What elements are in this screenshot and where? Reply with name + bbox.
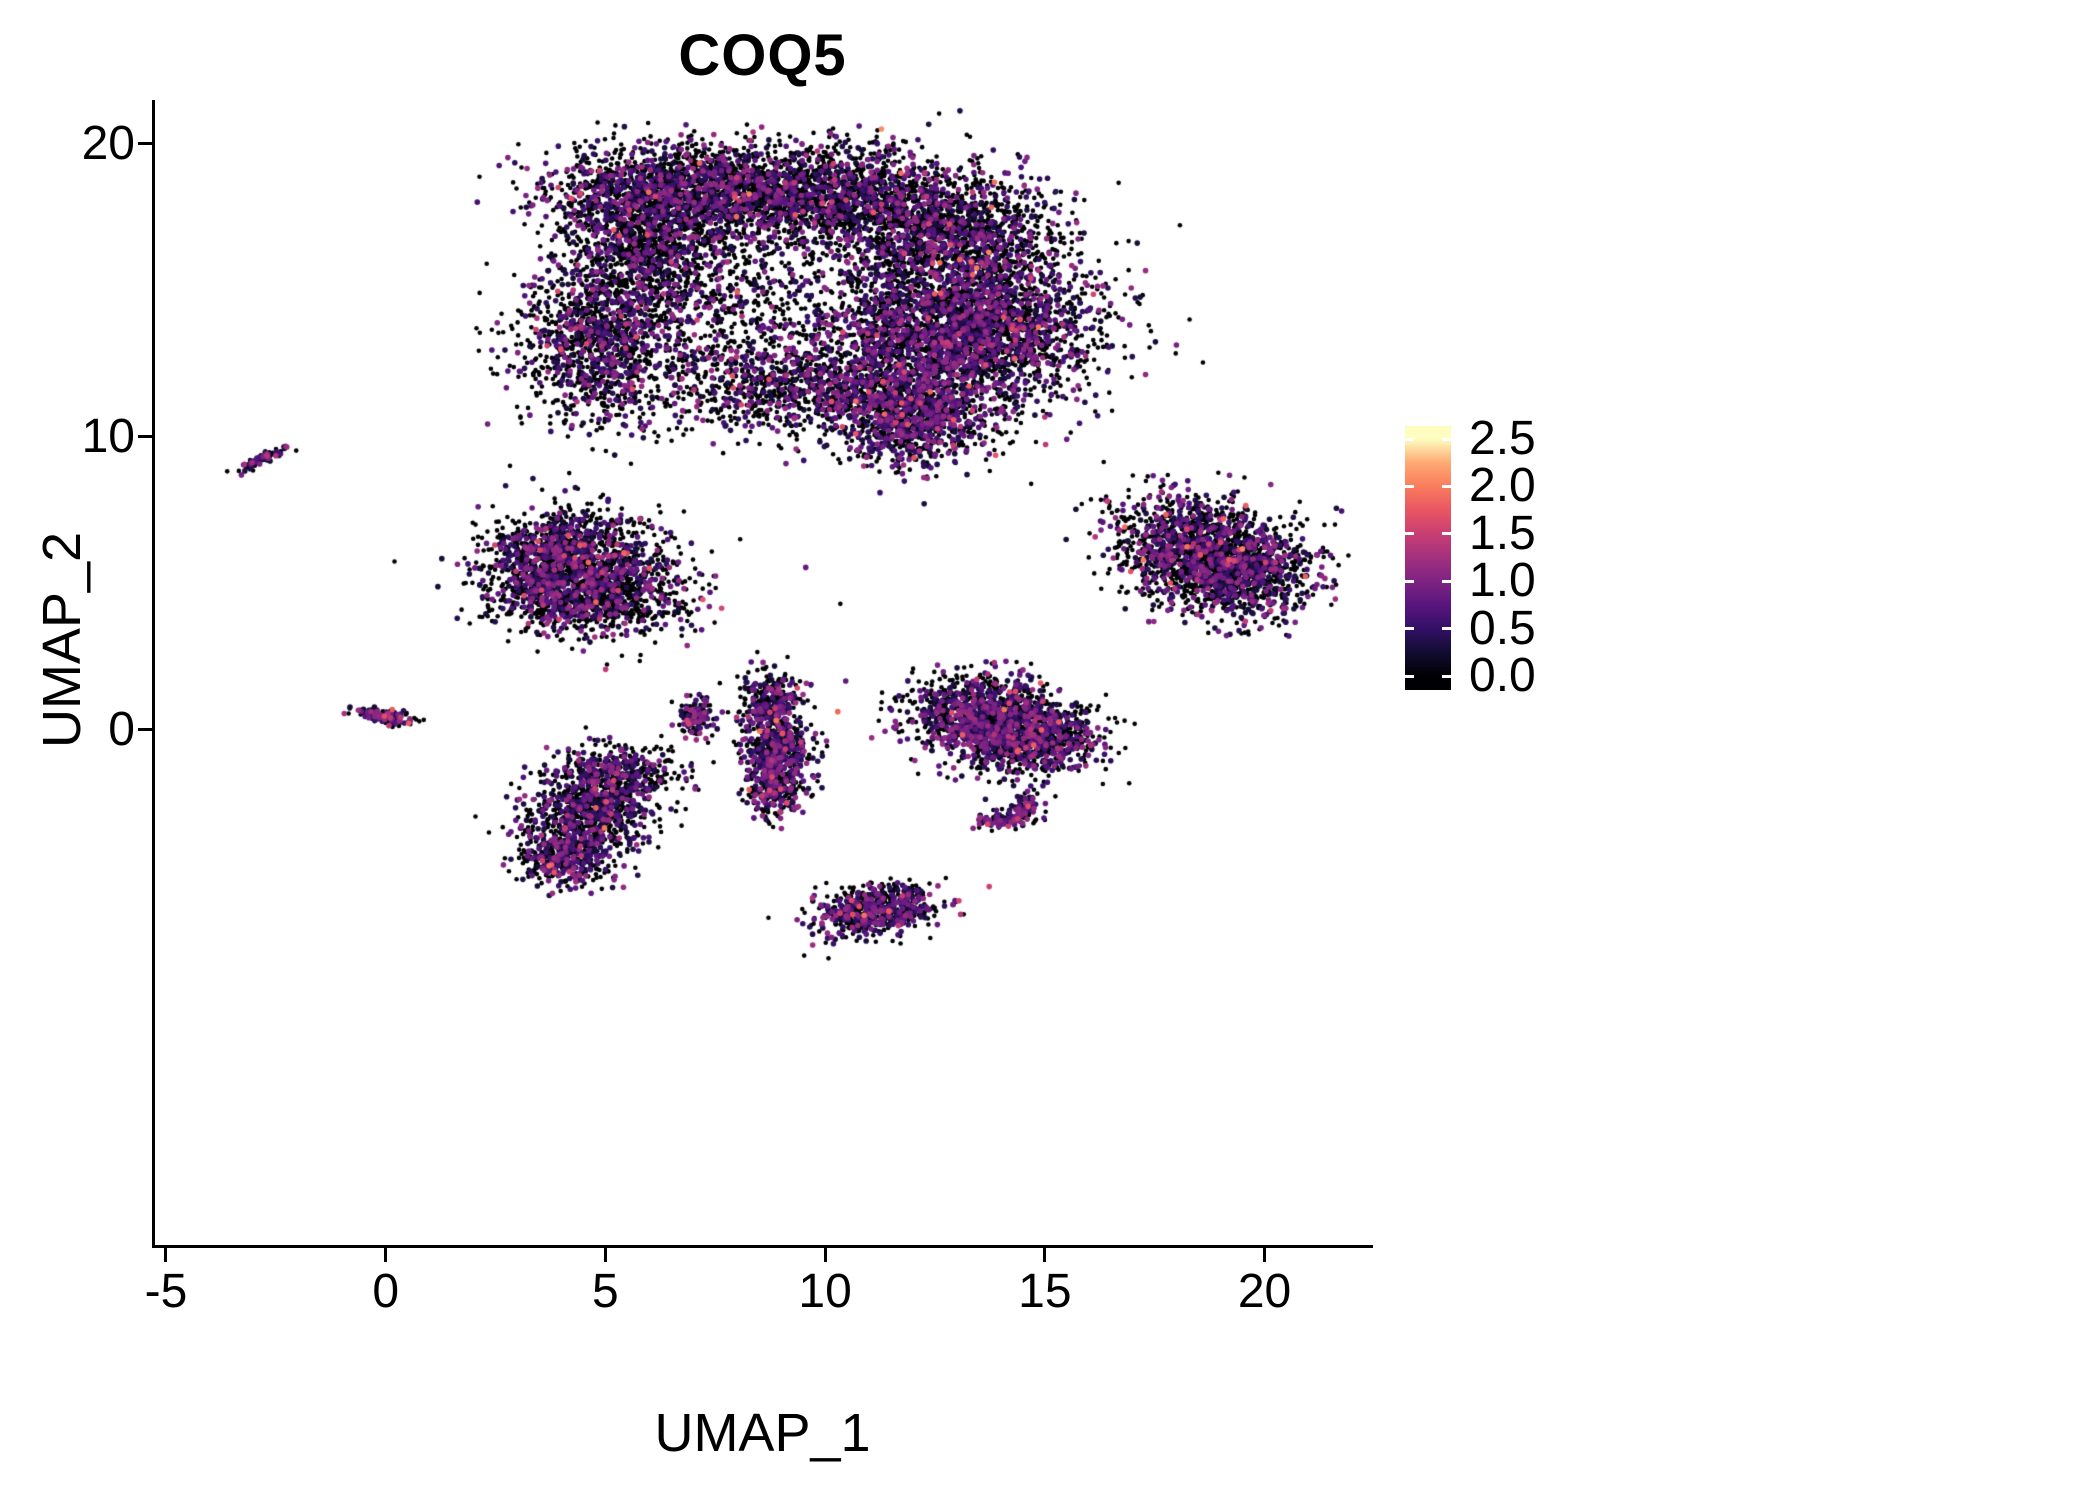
colorbar-tick-mark	[1405, 532, 1414, 536]
colorbar-tick-mark	[1405, 627, 1414, 631]
colorbar-tick-label: 1.5	[1469, 506, 1536, 560]
y-axis-line	[152, 100, 155, 1248]
y-tick-label: 20	[81, 116, 135, 170]
colorbar-tick-mark	[1442, 579, 1451, 583]
x-tick-label: 0	[372, 1265, 400, 1318]
y-tick-label: 0	[108, 702, 135, 756]
colorbar-tick-label: 2.0	[1469, 459, 1536, 513]
colorbar-tick-label: 2.5	[1469, 412, 1536, 465]
colorbar-tick-mark	[1442, 674, 1451, 678]
x-axis-label: UMAP_1	[654, 1403, 871, 1463]
x-tick-mark	[1043, 1248, 1047, 1262]
y-axis-label: UMAP_2	[32, 531, 92, 749]
y-tick-mark	[138, 728, 152, 732]
colorbar-tick-mark	[1442, 484, 1451, 488]
colorbar-tick-mark	[1405, 437, 1414, 441]
colorbar-tick-mark	[1442, 532, 1451, 536]
colorbar-tick-mark	[1405, 484, 1414, 488]
y-tick-mark	[138, 435, 152, 439]
x-tick-label: -5	[144, 1265, 188, 1318]
colorbar-tick-label: 1.0	[1469, 554, 1536, 608]
plot-title: COQ5	[678, 23, 847, 88]
colorbar-tick-mark	[1405, 579, 1414, 583]
y-tick-label: 10	[81, 409, 135, 463]
x-axis-line	[152, 1245, 1373, 1248]
x-tick-label: 5	[592, 1265, 619, 1318]
x-tick-mark	[1263, 1248, 1267, 1262]
colorbar-tick-mark	[1442, 627, 1451, 631]
x-tick-label: 15	[1018, 1265, 1072, 1318]
x-tick-mark	[823, 1248, 827, 1262]
x-tick-mark	[384, 1248, 388, 1262]
y-tick-mark	[138, 142, 152, 146]
x-tick-label: 10	[798, 1265, 852, 1318]
x-tick-mark	[603, 1248, 607, 1262]
scatter-canvas	[155, 100, 1370, 1245]
colorbar-gradient	[1405, 426, 1451, 690]
colorbar-tick-label: 0.5	[1469, 601, 1536, 655]
x-tick-label: 20	[1237, 1265, 1292, 1318]
x-tick-mark	[164, 1248, 168, 1262]
colorbar-tick-mark	[1442, 437, 1451, 441]
colorbar-tick-mark	[1405, 674, 1414, 678]
colorbar-tick-label: 0.0	[1469, 649, 1536, 702]
